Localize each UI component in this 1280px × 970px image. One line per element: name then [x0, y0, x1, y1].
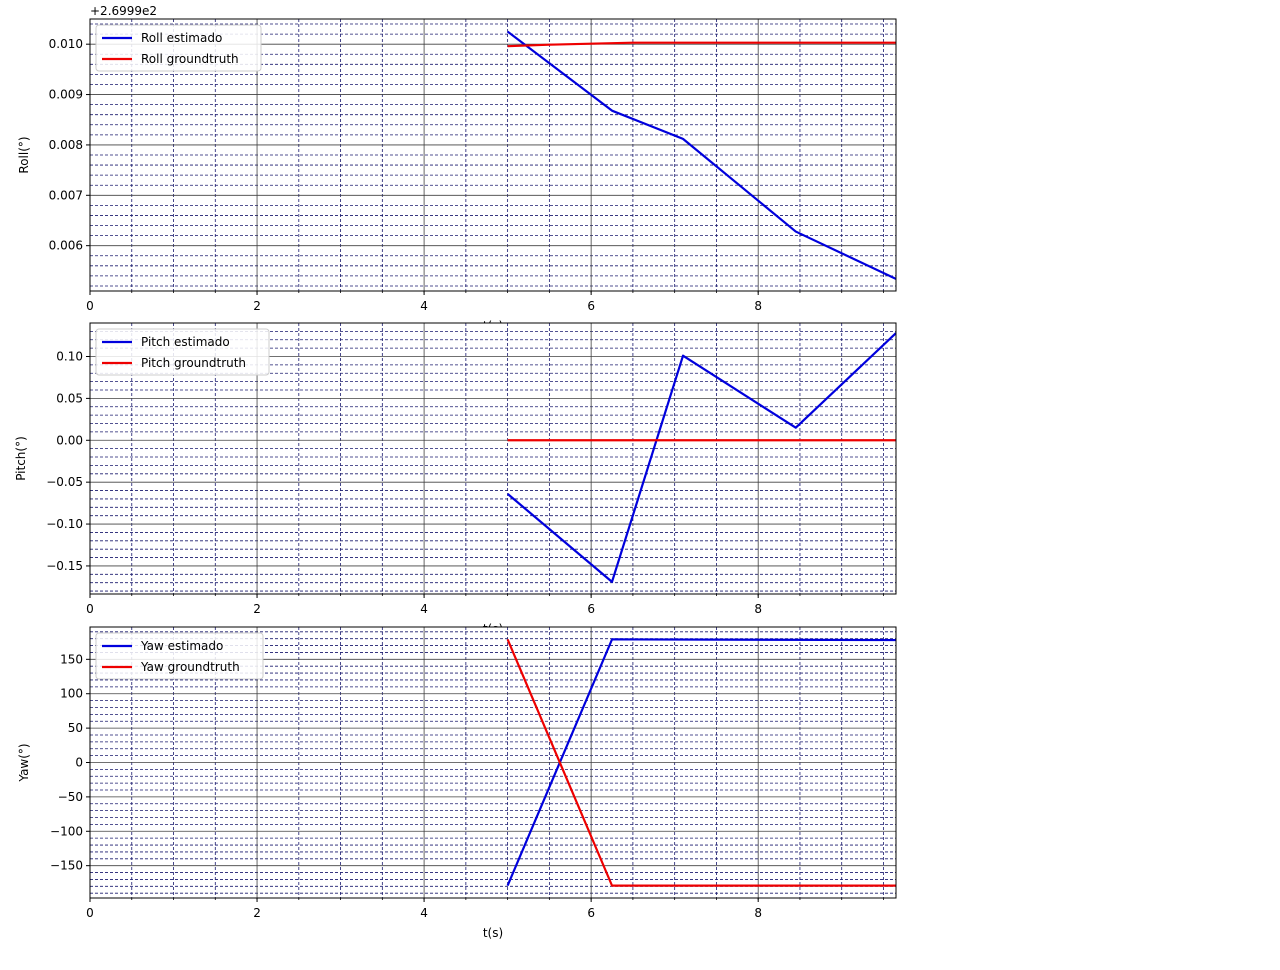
y-tick-label: 50 — [68, 721, 83, 735]
y-tick-label: 0.00 — [56, 433, 83, 447]
grid — [90, 19, 896, 291]
y-tick-label: 0.006 — [49, 239, 83, 253]
y-tick-label: 0.10 — [56, 350, 83, 364]
series-line-yaw-groundtruth — [506, 638, 896, 887]
x-tick-label: 4 — [420, 299, 428, 313]
subplot-1: 0 2 4 6 8 0.006 0.007 0.008 0.009 0.010 Roll(°) +2.… — [17, 4, 897, 313]
axes-frame — [89, 322, 897, 595]
x-tick-label: 6 — [587, 906, 595, 920]
x-tick-label: 0 — [86, 906, 94, 920]
axes-frame — [89, 18, 897, 292]
series-line-yaw-estimado — [506, 638, 896, 887]
legend: Pitch estimado Pitch groundtruth — [95, 328, 270, 376]
y-axis-label: Pitch(°) — [14, 436, 28, 481]
y-tick-label: 0.010 — [49, 37, 83, 51]
series-line-roll-groundtruth — [507, 41, 896, 48]
y-tick-label: 0.008 — [49, 138, 83, 152]
legend-label: Yaw groundtruth — [140, 660, 240, 674]
x-tick-label: 8 — [754, 906, 762, 920]
grid — [90, 627, 896, 898]
y-tick-label: 150 — [60, 652, 83, 666]
x-tick-label: 0 — [86, 299, 94, 313]
series-line-pitch-estimado — [506, 332, 896, 583]
y-offset-text: +2.6999e2 — [90, 4, 157, 18]
legend-label: Yaw estimado — [140, 639, 223, 653]
x-tick-label: 4 — [420, 602, 428, 616]
series-line-roll-estimado — [506, 30, 896, 280]
y-tick-label: −50 — [58, 790, 83, 804]
legend-box — [95, 328, 270, 376]
x-tick-label: 4 — [420, 906, 428, 920]
x-tick-label: 8 — [754, 602, 762, 616]
x-tick-label: 2 — [253, 299, 261, 313]
legend-label: Roll estimado — [141, 31, 222, 45]
x-tick-label: 2 — [253, 906, 261, 920]
y-tick-label: 0 — [75, 756, 83, 770]
y-axis-label: Roll(°) — [17, 136, 31, 173]
legend: Yaw estimado Yaw groundtruth — [95, 632, 264, 680]
y-tick-label: −0.15 — [46, 559, 83, 573]
x-tick-label: 2 — [253, 602, 261, 616]
x-tick-label: 8 — [754, 299, 762, 313]
y-tick-label: 0.05 — [56, 391, 83, 405]
y-tick-label: 100 — [60, 687, 83, 701]
x-tick-label: 0 — [86, 602, 94, 616]
series-lines — [506, 332, 896, 583]
subplot-3: 0 2 4 6 8 −150 −100 −50 0 50 100 150 Yaw(°) Yaw estim… — [17, 626, 897, 920]
y-tick-label: −0.10 — [46, 517, 83, 531]
legend-label: Pitch estimado — [141, 335, 230, 349]
y-tick-label: 0.007 — [49, 188, 83, 202]
legend-box — [95, 24, 262, 72]
series-lines — [506, 638, 896, 887]
y-tick-label: −100 — [50, 824, 83, 838]
legend-label: Roll groundtruth — [141, 52, 239, 66]
y-tick-label: −0.05 — [46, 475, 83, 489]
legend: Roll estimado Roll groundtruth — [95, 24, 262, 72]
legend-box — [95, 632, 264, 680]
y-tick-label: 0.009 — [49, 88, 83, 102]
x-tick-label: 6 — [587, 299, 595, 313]
subplot-2: 0 2 4 6 8 −0.15 −0.10 −0.05 0.00 0.05 0.10 Pitch(°)… — [14, 322, 897, 616]
legend-label: Pitch groundtruth — [141, 356, 246, 370]
x-tick-label: 6 — [587, 602, 595, 616]
grid — [90, 323, 896, 594]
y-tick-label: −150 — [50, 859, 83, 873]
series-lines — [506, 30, 896, 280]
y-axis-label: Yaw(°) — [17, 743, 31, 782]
x-axis-label: t(s) — [483, 926, 503, 940]
